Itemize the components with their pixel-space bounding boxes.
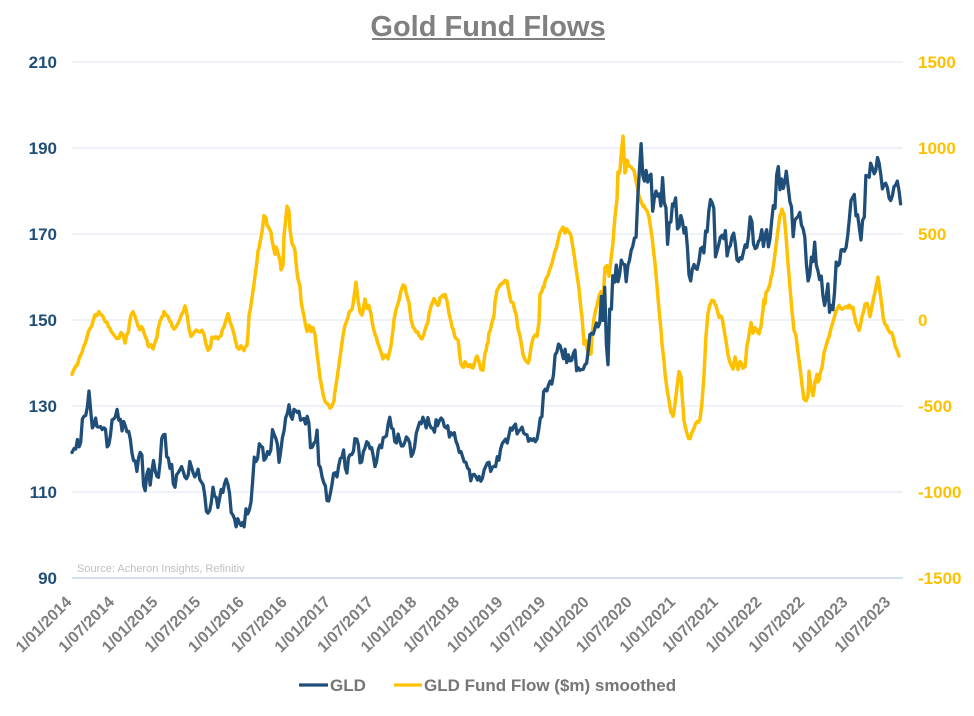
svg-text:150: 150 xyxy=(29,311,57,330)
svg-text:130: 130 xyxy=(29,397,57,416)
svg-text:Source: Acheron Insights, Refi: Source: Acheron Insights, Refinitiv xyxy=(77,563,245,575)
svg-text:-500: -500 xyxy=(918,397,952,416)
svg-text:190: 190 xyxy=(29,139,57,158)
svg-text:1500: 1500 xyxy=(918,53,956,72)
svg-text:1000: 1000 xyxy=(918,139,956,158)
svg-text:210: 210 xyxy=(29,53,57,72)
svg-text:Gold Fund Flows: Gold Fund Flows xyxy=(370,11,605,43)
svg-text:GLD: GLD xyxy=(330,676,366,695)
svg-text:-1000: -1000 xyxy=(918,483,961,502)
svg-text:90: 90 xyxy=(38,569,57,588)
svg-text:0: 0 xyxy=(918,311,927,330)
svg-text:110: 110 xyxy=(30,483,57,502)
svg-text:-1500: -1500 xyxy=(918,569,961,588)
svg-text:500: 500 xyxy=(918,225,946,244)
svg-text:170: 170 xyxy=(29,225,57,244)
svg-text:GLD Fund Flow ($m) smoothed: GLD Fund Flow ($m) smoothed xyxy=(424,676,676,695)
